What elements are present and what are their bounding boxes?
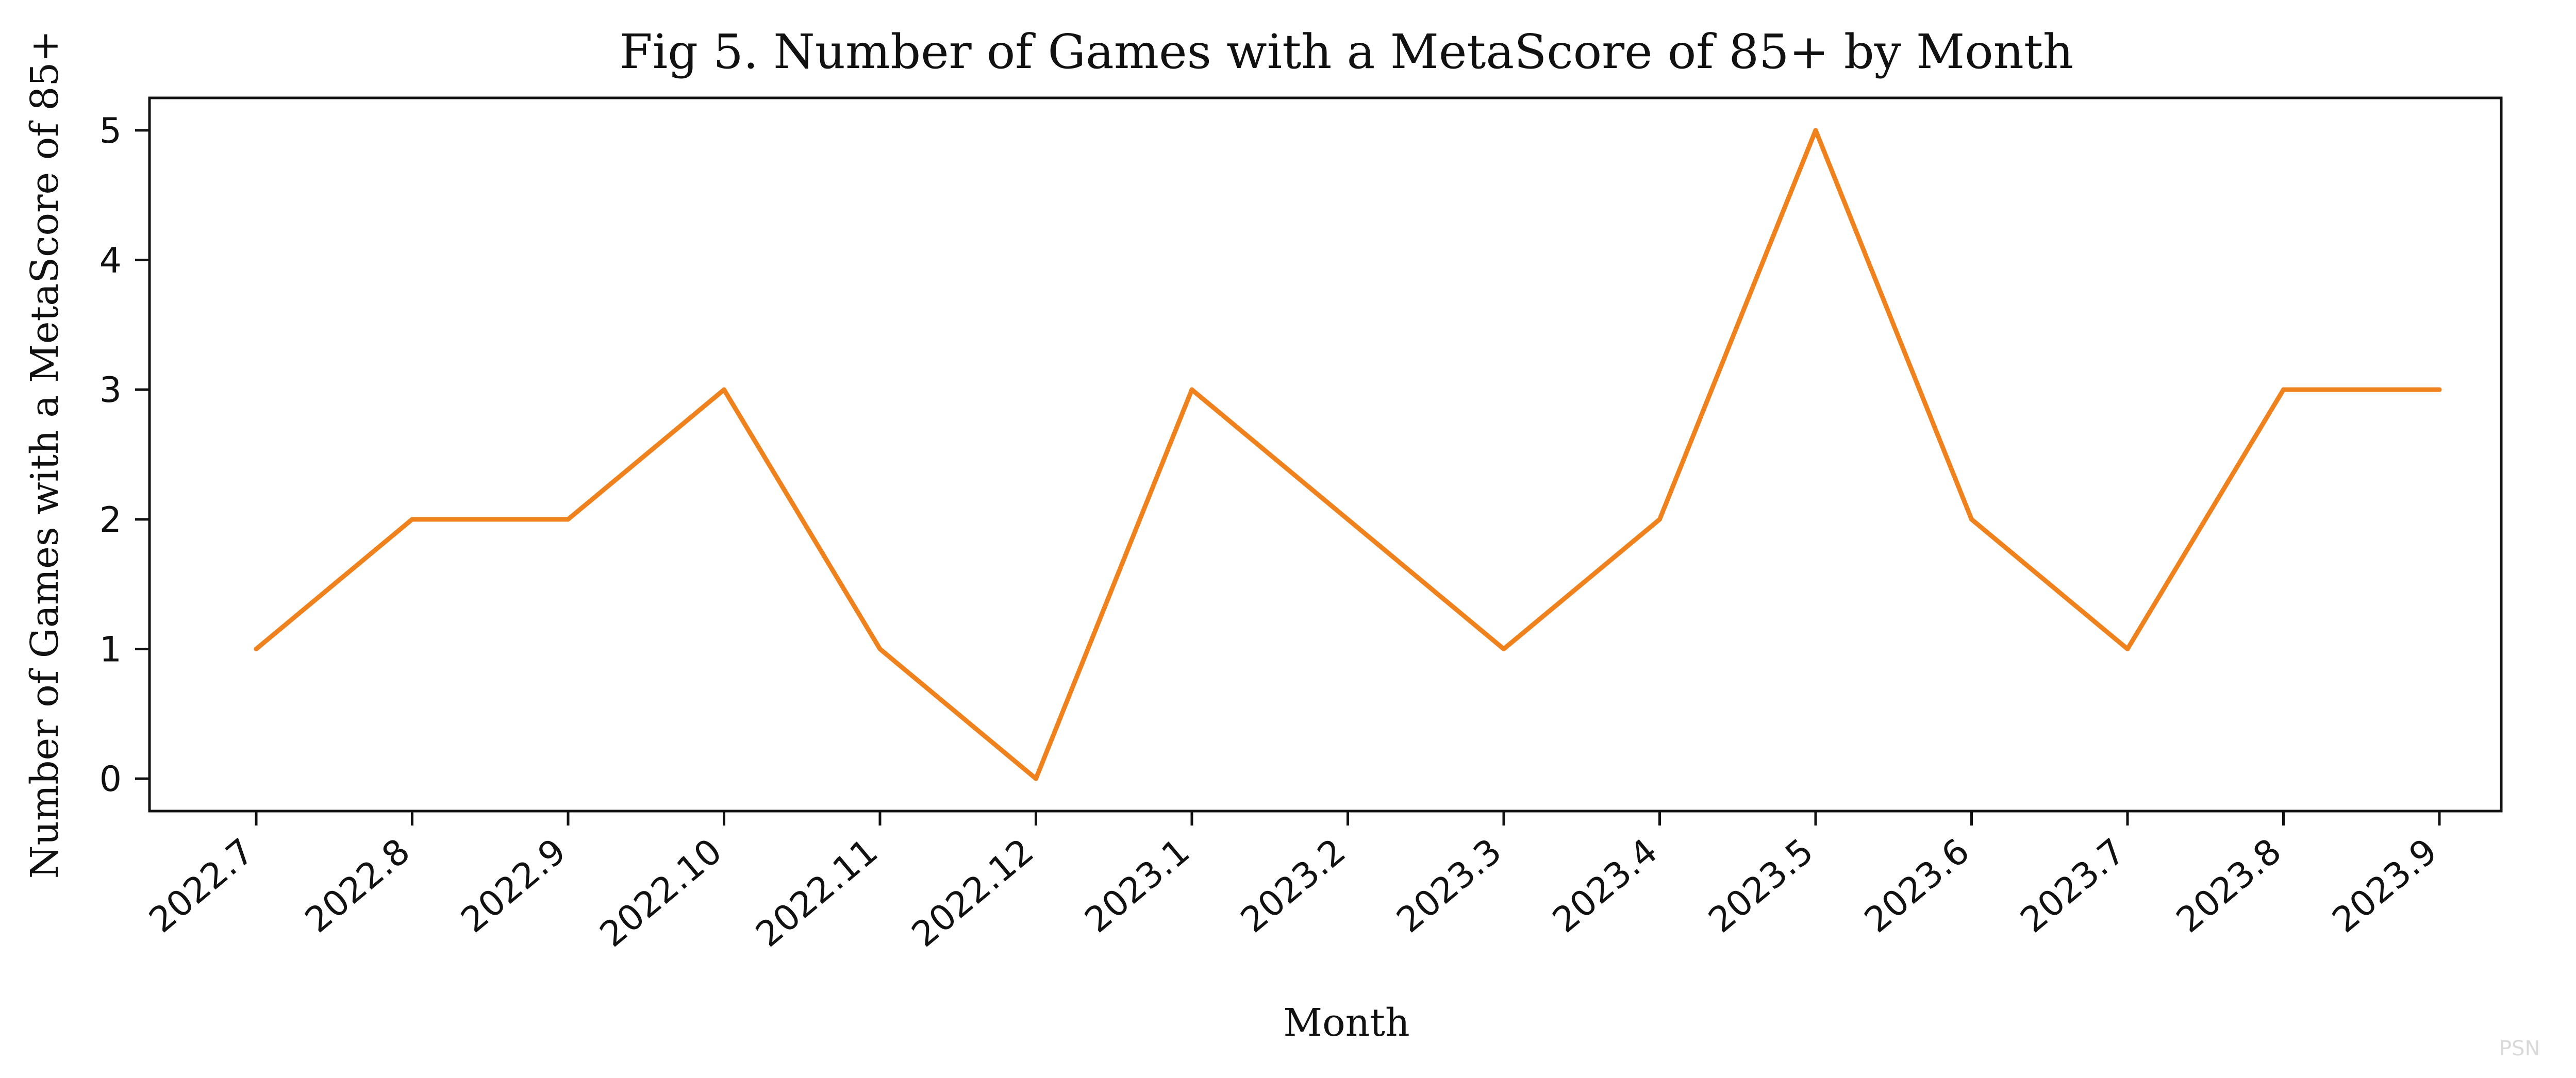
y-axis-label: Number of Games with a MetaScore of 85+ (23, 30, 67, 879)
data-point (2281, 387, 2286, 392)
x-tick-label: 2023.2 (1233, 831, 1353, 941)
x-tick-label: 2022.12 (904, 831, 1041, 955)
data-point (1501, 646, 1506, 651)
data-point (566, 517, 571, 522)
data-point (877, 646, 883, 651)
x-tick-label: 2023.4 (1545, 831, 1665, 941)
data-point (410, 517, 414, 522)
series-layer (254, 128, 2442, 781)
y-tick-label: 3 (99, 370, 122, 411)
y-tick-label: 0 (99, 759, 122, 800)
x-tick-label: 2023.5 (1701, 831, 1821, 941)
x-axis: 2022.7 2022.8 2022.9 2022.10 2022.11 2022.12 2… (142, 811, 2445, 955)
x-tick-label: 2022.10 (592, 831, 729, 955)
chart-title: Fig 5. Number of Games with a MetaScore … (620, 24, 2073, 79)
plot-frame (148, 96, 2503, 813)
data-point (1189, 387, 1194, 392)
x-tick-label: 2023.6 (1857, 831, 1977, 941)
x-tick-label: 2022.7 (142, 831, 262, 941)
x-tick-label: 2022.8 (297, 831, 418, 941)
data-point (722, 387, 726, 392)
y-tick-label: 4 (99, 241, 122, 281)
y-tick-label: 1 (99, 629, 122, 670)
data-point (2125, 646, 2130, 651)
watermark: PSN (2499, 1037, 2540, 1060)
y-axis: 0 1 2 3 4 5 (99, 111, 149, 800)
y-tick-label: 2 (99, 500, 122, 541)
data-point (1657, 517, 1662, 522)
x-tick-label: 2023.7 (2013, 831, 2133, 941)
x-tick-label: 2023.3 (1389, 831, 1509, 941)
data-point (254, 646, 259, 651)
x-tick-label: 2023.9 (2325, 831, 2445, 941)
data-point (2437, 387, 2442, 392)
series-line (254, 128, 2442, 781)
data-point (1969, 517, 1974, 522)
data-point (1813, 128, 1818, 133)
x-tick-label: 2023.1 (1077, 831, 1198, 941)
x-tick-label: 2023.8 (2169, 831, 2289, 941)
data-point (1034, 776, 1038, 781)
data-point (1345, 517, 1350, 522)
y-tick-label: 5 (99, 111, 122, 151)
x-axis-label: Month (1283, 1001, 1409, 1045)
x-tick-label: 2022.11 (749, 831, 886, 955)
x-tick-label: 2022.9 (454, 831, 574, 941)
